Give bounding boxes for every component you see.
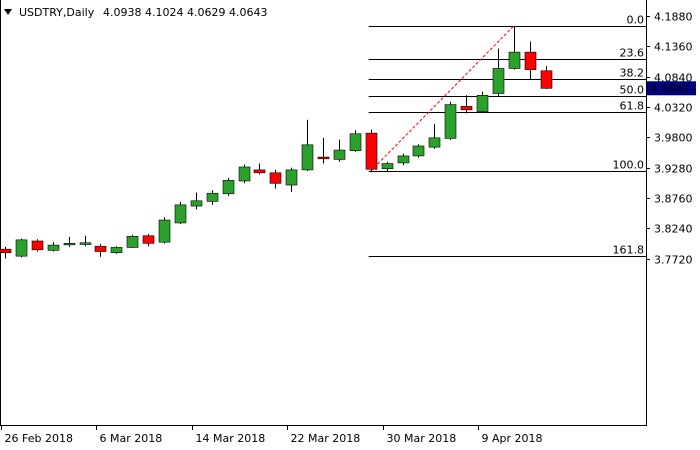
- price-tick-label: 3.8760: [654, 193, 693, 206]
- bear-candle: [365, 132, 378, 170]
- bull-candle: [238, 166, 251, 182]
- fib-level-label: 23.6: [620, 47, 645, 60]
- time-tick-label: 22 Mar 2018: [291, 432, 361, 445]
- current-price-box: [647, 81, 696, 96]
- fibonacci-retracement[interactable]: 0.0 23.6 38.2 50.0 61.8 100.0 161.8: [368, 14, 646, 257]
- bear-candle: [317, 156, 330, 160]
- bear-candle: [540, 70, 553, 89]
- time-tick-label: 6 Mar 2018: [100, 432, 163, 445]
- price-tick-label: 4.0320: [654, 102, 693, 115]
- symbol-timeframe: USDTRY,Daily: [19, 6, 95, 19]
- bull-candle: [63, 243, 76, 246]
- bear-candle: [524, 51, 537, 70]
- bull-candle: [126, 236, 139, 248]
- price-tick-label: 4.1360: [654, 41, 693, 54]
- plot-frame: [0, 0, 647, 426]
- triangle-down-icon[interactable]: [4, 9, 12, 15]
- fib-level-label: 161.8: [613, 244, 645, 257]
- current-price-value: 4.0643: [651, 82, 690, 95]
- fib-level-label: 61.8: [620, 100, 645, 113]
- bull-candle: [412, 145, 425, 157]
- fib-level-label: 100.0: [613, 159, 645, 172]
- bull-candle: [174, 204, 187, 224]
- bull-candle: [206, 192, 219, 202]
- ohlc-values: 4.0938 4.1024 4.0629 4.0643: [103, 6, 267, 19]
- time-tick-label: 26 Feb 2018: [5, 432, 73, 445]
- bull-candle: [190, 200, 203, 207]
- price-axis: 4.1880 4.1360 4.0840 4.0320 3.9800 3.9280 3.87…: [646, 11, 693, 267]
- price-tick-label: 3.9800: [654, 132, 693, 145]
- chart-header: USDTRY,Daily 4.0938 4.1024 4.0629 4.0643: [4, 6, 267, 19]
- bear-candle: [31, 240, 44, 251]
- time-tick-label: 9 Apr 2018: [482, 432, 543, 445]
- price-tick-label: 4.0840: [654, 72, 693, 85]
- fib-level-label: 38.2: [620, 67, 645, 80]
- bull-candle: [47, 244, 60, 251]
- bull-candle: [15, 239, 28, 257]
- price-tick-label: 3.8240: [654, 223, 693, 236]
- bear-candle: [94, 245, 107, 252]
- fib-level-label: 0.0: [627, 14, 645, 27]
- bear-candle: [460, 106, 473, 111]
- bull-candle: [381, 163, 394, 170]
- trend-line[interactable]: [370, 25, 515, 172]
- time-tick-label: 14 Mar 2018: [196, 432, 266, 445]
- price-tick-label: 4.1880: [654, 11, 693, 24]
- bull-candle: [285, 169, 298, 186]
- bull-candle: [333, 149, 346, 160]
- candlestick-series: [0, 25, 553, 259]
- bear-candle: [0, 248, 12, 253]
- fib-level-label: 50.0: [620, 84, 645, 97]
- bull-candle: [397, 155, 410, 164]
- bull-candle: [222, 180, 235, 195]
- bear-candle: [142, 235, 155, 244]
- time-tick-label: 30 Mar 2018: [387, 432, 457, 445]
- bull-candle: [301, 144, 314, 171]
- bull-candle: [349, 133, 362, 151]
- bull-candle: [158, 219, 171, 243]
- bull-candle: [444, 104, 457, 139]
- bear-candle: [253, 169, 266, 174]
- bull-candle: [508, 51, 521, 69]
- bull-candle: [428, 137, 441, 148]
- current-price-label: 4.0643: [647, 81, 696, 96]
- bull-candle: [79, 242, 92, 245]
- bull-candle: [492, 68, 505, 94]
- trend-line-segment: [370, 25, 515, 172]
- time-axis: 26 Feb 2018 6 Mar 2018 14 Mar 2018 22 Mar 2…: [1, 425, 543, 445]
- bull-candle: [110, 247, 123, 253]
- bull-candle: [476, 94, 489, 112]
- price-tick-label: 3.7720: [654, 254, 693, 267]
- bear-candle: [269, 172, 282, 184]
- price-tick-label: 3.9280: [654, 163, 693, 176]
